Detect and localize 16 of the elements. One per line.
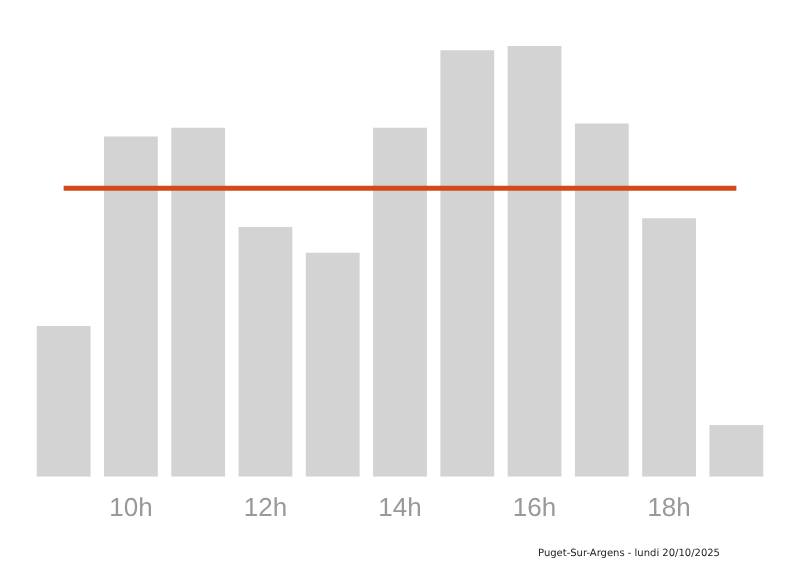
x-tick-label: 14h <box>378 491 422 522</box>
bar <box>642 218 696 477</box>
bar <box>305 252 360 477</box>
bar <box>373 127 427 477</box>
x-tick-label: 18h <box>647 491 691 522</box>
x-tick-label: 16h <box>512 491 557 522</box>
x-tick-label: 10h <box>109 491 153 522</box>
bar <box>104 136 158 477</box>
x-tick-label: 12h <box>243 491 288 522</box>
bar <box>171 127 226 477</box>
bar <box>507 46 562 477</box>
bar <box>574 123 629 477</box>
bar <box>36 326 91 477</box>
bar <box>440 50 495 477</box>
bar <box>709 425 764 477</box>
bar <box>238 226 293 477</box>
